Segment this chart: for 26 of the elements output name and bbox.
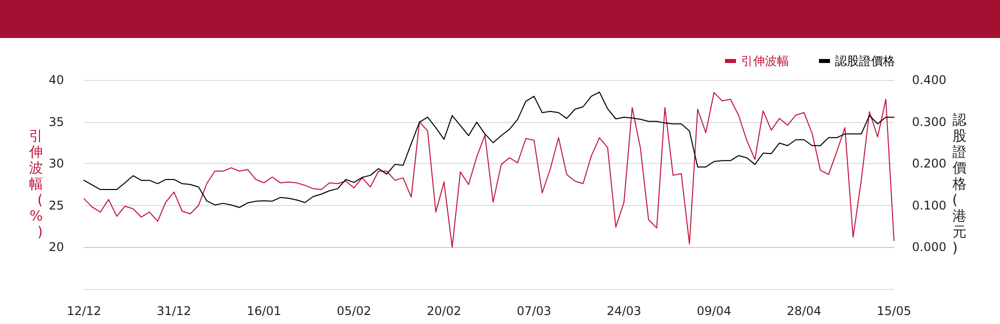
y2-tick-label: 0.100 (912, 198, 946, 212)
x-tick-label: 24/03 (606, 304, 642, 318)
y2-tick-label: 0.400 (912, 73, 946, 87)
y2-tick-label: 0.300 (912, 114, 946, 129)
x-tick-label: 09/04 (696, 304, 732, 318)
x-tick-label: 28/04 (786, 304, 822, 318)
x-tick-label: 16/01 (246, 304, 282, 318)
y-tick-label: 40 (48, 73, 64, 87)
legend-label: 認股證價格 (835, 54, 895, 68)
x-tick-label: 12/12 (66, 304, 102, 318)
x-tick-label: 05/02 (336, 304, 372, 318)
text: 認股證價格(港元) (952, 112, 966, 256)
x-tick-label: 31/12 (156, 304, 192, 318)
line-series (84, 92, 894, 248)
y2-tick-label: 0.200 (912, 156, 946, 171)
x-tick-label: 20/02 (426, 304, 462, 318)
x-tick-label: 07/03 (516, 304, 552, 318)
line-series (84, 92, 894, 208)
x-tick-label: 15/05 (876, 304, 912, 318)
legend-label: 引伸波幅 (741, 54, 789, 68)
y-tick-label: 25 (48, 198, 64, 212)
y-tick-label: 20 (48, 240, 64, 254)
y2-tick-label: 0.000 (912, 240, 946, 254)
y-tick-label: 30 (48, 156, 64, 171)
y-tick-label: 35 (48, 114, 64, 129)
y-axis-title: 引伸波幅(%) (28, 128, 43, 240)
